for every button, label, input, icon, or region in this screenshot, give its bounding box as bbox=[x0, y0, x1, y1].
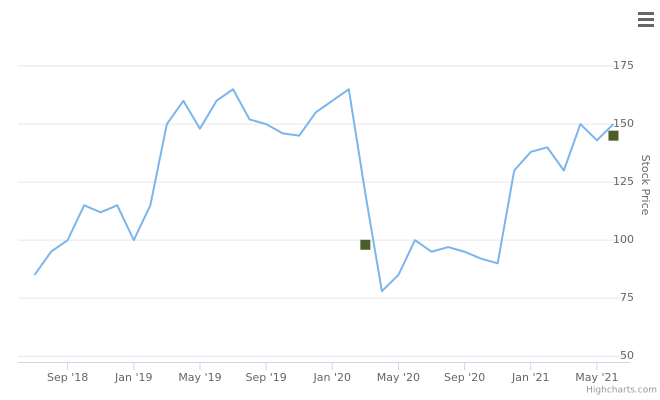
y-tick-label: 125 bbox=[613, 175, 634, 188]
x-tick-label: May '19 bbox=[178, 371, 221, 384]
y-tick-label: 75 bbox=[620, 291, 634, 304]
y-axis-label: Stock Price bbox=[639, 155, 652, 216]
credits[interactable]: Highcharts.com bbox=[586, 386, 657, 396]
x-tick-label: Sep '20 bbox=[444, 371, 485, 384]
x-tick-label: Sep '18 bbox=[47, 371, 88, 384]
menu-button[interactable] bbox=[638, 12, 654, 27]
x-tick-label: May '20 bbox=[377, 371, 420, 384]
x-tick-label: Jan '20 bbox=[313, 371, 351, 384]
x-tick-label: May '21 bbox=[575, 371, 618, 384]
y-tick-label: 150 bbox=[613, 117, 634, 130]
x-tick-label: Jan '19 bbox=[114, 371, 152, 384]
y-tick-label: 50 bbox=[620, 349, 634, 362]
y-tick-label: 100 bbox=[613, 233, 634, 246]
menu-bar bbox=[638, 12, 654, 15]
price-line bbox=[33, 88, 615, 293]
y-tick-label: 175 bbox=[613, 59, 634, 72]
x-tick-label: Sep '19 bbox=[245, 371, 286, 384]
x-tick-label: Jan '21 bbox=[511, 371, 549, 384]
menu-bar bbox=[638, 24, 654, 27]
event-marker bbox=[608, 130, 619, 141]
event-marker bbox=[360, 239, 371, 250]
menu-bar bbox=[638, 18, 654, 21]
